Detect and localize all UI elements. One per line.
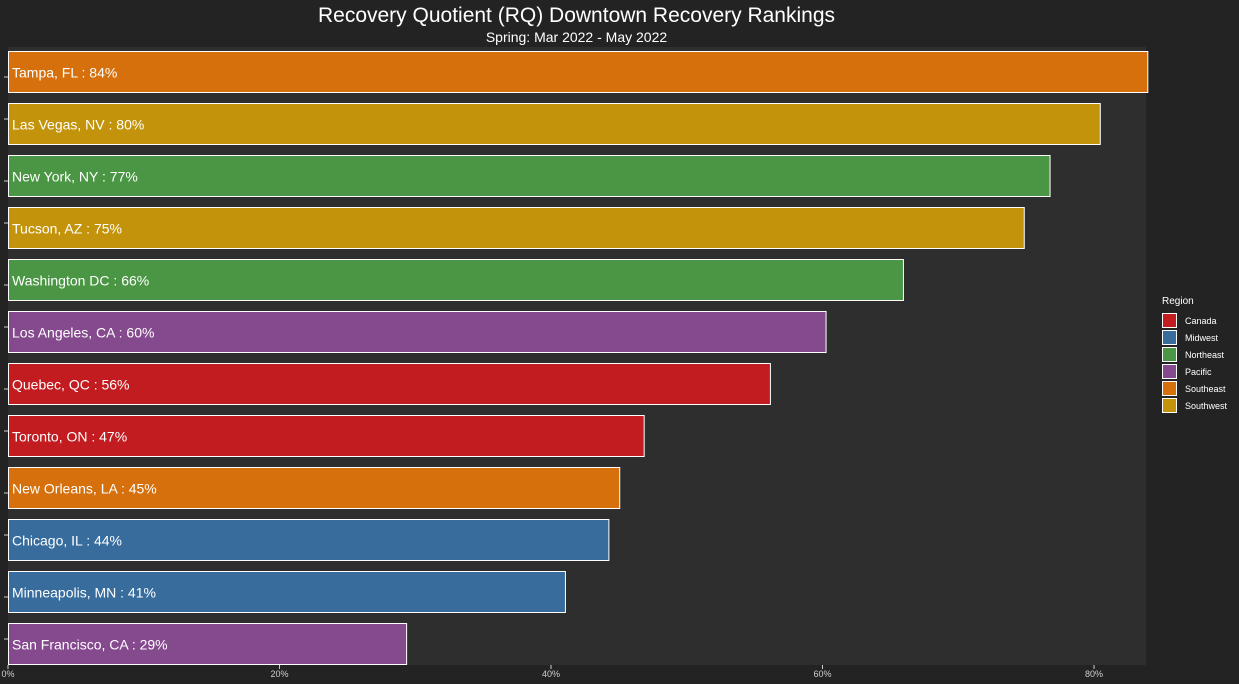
x-tick-label: 0%	[1, 669, 14, 679]
bar	[8, 571, 566, 613]
bar-label: New York, NY : 77%	[12, 169, 138, 185]
bar-label: New Orleans, LA : 45%	[12, 481, 157, 497]
x-tick-label: 20%	[270, 669, 288, 679]
legend-swatch	[1162, 347, 1177, 362]
legend-title: Region	[1162, 296, 1194, 307]
y-axis-ticks	[4, 76, 8, 640]
bar	[8, 103, 1101, 145]
bar-label: Tucson, AZ : 75%	[12, 221, 122, 237]
legend-label: Midwest	[1185, 332, 1219, 343]
legend-item: Southeast	[1162, 380, 1227, 397]
bar-label: Quebec, QC : 56%	[12, 377, 130, 393]
legend-label: Southwest	[1185, 400, 1228, 411]
legend-item: Southwest	[1162, 397, 1227, 414]
bar-label: Las Vegas, NV : 80%	[12, 117, 144, 133]
legend: Region Canada Midwest Northeast Pacific Sout…	[1162, 296, 1227, 414]
legend-swatch	[1162, 381, 1177, 396]
x-tick-label: 40%	[542, 669, 560, 679]
bar-label: Chicago, IL : 44%	[12, 533, 122, 549]
bar	[8, 623, 408, 665]
bar	[8, 155, 1051, 197]
bar	[8, 519, 610, 561]
x-axis: 0% 20% 40% 60% 80%	[1, 665, 1103, 679]
legend-label: Pacific	[1185, 366, 1212, 377]
legend-items: Canada Midwest Northeast Pacific Southeast So…	[1162, 312, 1227, 414]
bar	[8, 51, 1149, 93]
x-tick-label: 60%	[813, 669, 831, 679]
bar-label: Tampa, FL : 84%	[12, 65, 117, 81]
legend-label: Northeast	[1185, 349, 1225, 360]
legend-swatch	[1162, 313, 1177, 328]
bar-label: San Francisco, CA : 29%	[12, 637, 168, 653]
x-tick-label: 80%	[1085, 669, 1103, 679]
bar-label: Toronto, ON : 47%	[12, 429, 127, 445]
legend-label: Canada	[1185, 315, 1217, 326]
bars-group: Tampa, FL : 84% Las Vegas, NV : 80% New Yo…	[8, 51, 1149, 665]
legend-item: Pacific	[1162, 363, 1227, 380]
legend-item: Northeast	[1162, 346, 1227, 363]
legend-swatch	[1162, 398, 1177, 413]
bar	[8, 311, 827, 353]
legend-swatch	[1162, 364, 1177, 379]
legend-item: Canada	[1162, 312, 1227, 329]
plot-panel	[8, 47, 1146, 665]
bar-label: Washington DC : 66%	[12, 273, 149, 289]
bar-label: Minneapolis, MN : 41%	[12, 585, 156, 601]
bar	[8, 467, 621, 509]
bar	[8, 363, 771, 405]
chart-subtitle: Spring: Mar 2022 - May 2022	[485, 29, 668, 45]
bar	[8, 415, 645, 457]
chart-title: Recovery Quotient (RQ) Downtown Recovery…	[317, 4, 836, 27]
legend-swatch	[1162, 330, 1177, 345]
bar	[8, 259, 904, 301]
legend-item: Midwest	[1162, 329, 1227, 346]
legend-label: Southeast	[1185, 383, 1226, 394]
bar	[8, 207, 1025, 249]
bar-label: Los Angeles, CA : 60%	[12, 325, 154, 341]
